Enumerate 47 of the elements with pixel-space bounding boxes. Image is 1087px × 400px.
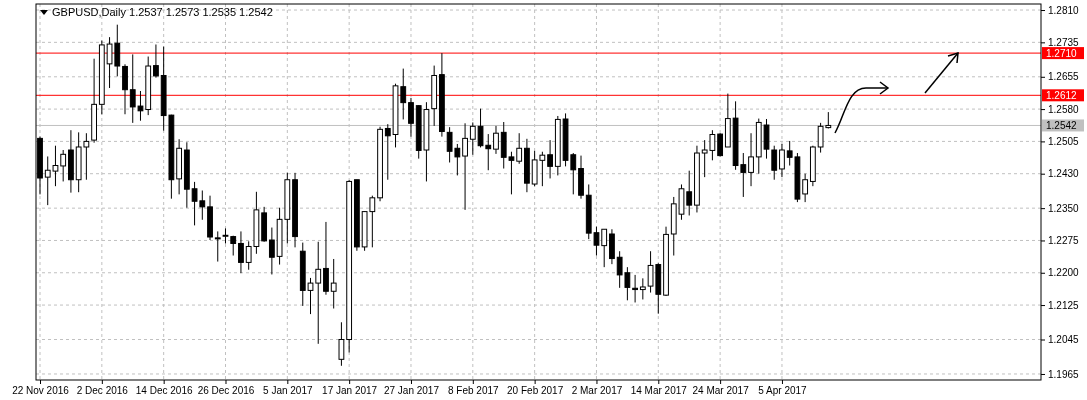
candlestick (639, 277, 646, 300)
y-tick-label: 1.2275 (1048, 235, 1080, 247)
candlestick (330, 258, 337, 309)
candlestick (516, 132, 523, 165)
x-tick-label: 14 Mar 2017 (630, 385, 688, 397)
x-tick-label: 20 Feb 2017 (507, 385, 564, 397)
candlestick (493, 125, 499, 155)
y-tick-label: 1.2655 (1048, 71, 1080, 83)
candlestick (238, 230, 244, 274)
y-tick-label: 1.2200 (1048, 267, 1080, 279)
candlestick (779, 143, 785, 178)
x-tick-label: 2 Mar 2017 (571, 385, 623, 397)
candlestick (802, 173, 809, 203)
candlestick (547, 139, 553, 179)
chart-title: GBPUSD,Daily 1.2537 1.2573 1.2535 1.2542 (52, 6, 273, 18)
y-tick-label: 1.2505 (1048, 136, 1080, 148)
y-tick-label: 1.2430 (1048, 168, 1080, 180)
candlestick (268, 227, 275, 275)
x-tick-label: 24 Mar 2017 (692, 385, 750, 397)
candlestick (153, 43, 159, 79)
candlestick (214, 230, 221, 263)
candlestick (122, 63, 128, 115)
x-tick-label: 17 Jan 2017 (322, 385, 378, 397)
y-tick-label: 1.2125 (1048, 299, 1080, 311)
y-tick-label: 1.2350 (1048, 202, 1080, 214)
x-tick-label: 5 Apr 2017 (758, 385, 808, 397)
x-tick-label: 8 Feb 2017 (448, 385, 500, 397)
ref-line-label: 1.2542 (1046, 120, 1078, 132)
ref-line-label: 1.2612 (1046, 90, 1078, 102)
ref-line-label: 1.2710 (1046, 48, 1078, 60)
candlestick (748, 132, 754, 187)
candlestick (338, 321, 345, 367)
y-tick-label: 1.2580 (1048, 103, 1080, 115)
candlestick (323, 221, 329, 296)
y-tick-label: 1.1965 (1048, 368, 1080, 380)
candlestick (632, 274, 638, 303)
x-tick-label: 27 Jan 2017 (383, 385, 440, 397)
y-tick-label: 1.2735 (1048, 37, 1080, 49)
x-tick-label: 22 Nov 2016 (12, 385, 70, 397)
candlestick (462, 122, 468, 211)
x-tick-label: 2 Dec 2016 (76, 385, 129, 397)
x-tick-label: 26 Dec 2016 (197, 385, 255, 397)
x-tick-label: 14 Dec 2016 (135, 385, 193, 397)
y-tick-label: 1.2810 (1048, 4, 1080, 16)
candlestick (408, 97, 414, 138)
y-tick-label: 1.2045 (1048, 334, 1080, 346)
x-tick-label: 5 Jan 2017 (263, 385, 313, 397)
